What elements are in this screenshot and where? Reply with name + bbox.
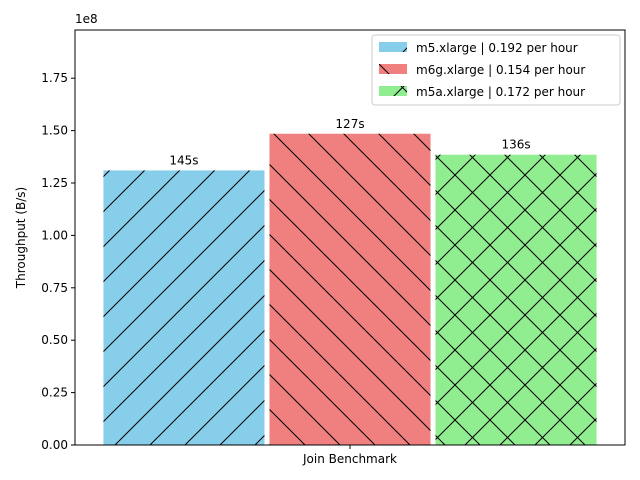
legend-swatch-1: [379, 42, 407, 52]
legend-label-2: m6g.xlarge | 0.154 per hour: [416, 63, 585, 77]
y-tick-label: 0.50: [41, 333, 68, 347]
legend-swatch-2: [379, 64, 407, 74]
y-tick-label: 0.00: [41, 438, 68, 452]
bar-3-data-label: 136s: [501, 138, 530, 152]
x-tick-label: Join Benchmark: [302, 452, 397, 466]
legend-frame: [371, 34, 621, 106]
y-scale-label: 1e8: [75, 12, 98, 26]
bars: [103, 133, 597, 445]
bar-labels: 145s 127s 136s: [169, 117, 530, 168]
axes-frame: [74, 29, 626, 446]
legend-label-3: m5a.xlarge | 0.172 per hour: [416, 85, 585, 99]
y-tick-label: 0.75: [41, 281, 68, 295]
bar-1: [103, 170, 265, 445]
bar-3: [435, 154, 597, 445]
y-tick-label: 1.25: [41, 176, 68, 190]
y-tick-label: 0.25: [41, 386, 68, 400]
x-axis: Join Benchmark: [302, 445, 397, 466]
bar-1-data-label: 145s: [169, 153, 198, 167]
y-tick-label: 1.75: [41, 71, 68, 85]
y-axis: 0.00 0.25 0.50 0.75 1.00 1.25 1.50 1.75: [41, 71, 75, 452]
legend-label-1: m5.xlarge | 0.192 per hour: [416, 41, 578, 55]
legend-swatch-3: [379, 86, 407, 96]
y-tick-label: 1.00: [41, 228, 68, 242]
bar-2-data-label: 127s: [335, 117, 364, 131]
y-axis-label: Throughput (B/s): [14, 187, 28, 289]
legend: m5.xlarge | 0.192 per hour m6g.xlarge | 0…: [371, 34, 621, 106]
y-tick-label: 1.50: [41, 124, 68, 138]
bar-2: [269, 133, 431, 445]
